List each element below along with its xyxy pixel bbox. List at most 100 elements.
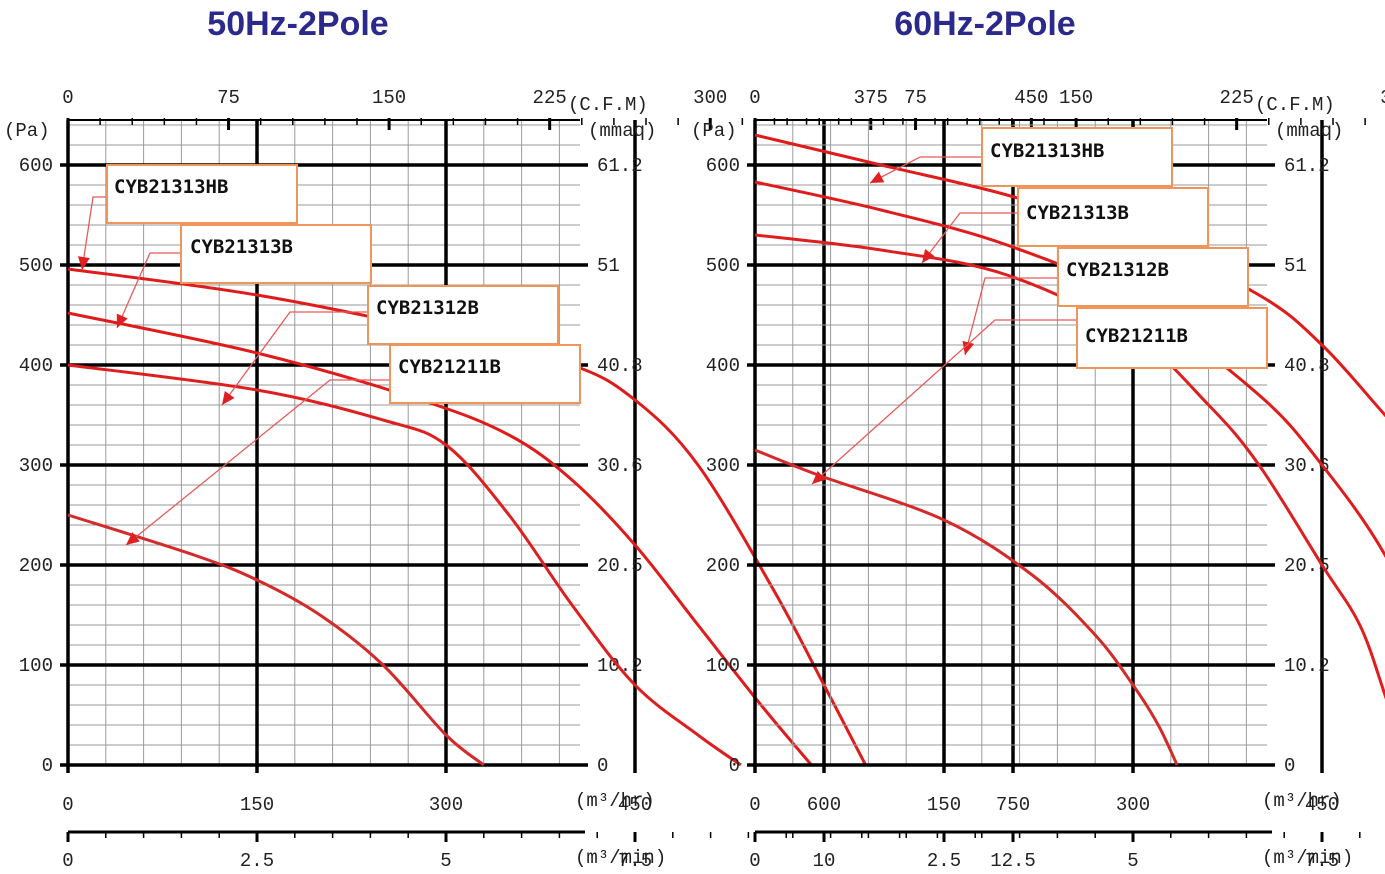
right-axis-unit: (mmaq)	[1275, 120, 1343, 142]
x-tick-label: 300	[1116, 794, 1150, 816]
series-line-cyb21313hb	[67, 267, 867, 766]
series-label-box	[1057, 247, 1249, 307]
y-tick-label: 0	[42, 755, 53, 777]
x-tick-label: 150	[927, 794, 961, 816]
y-tick-label: 0	[729, 755, 740, 777]
series-label-cyb21211b: CYB21211B	[1085, 325, 1188, 347]
x-tick-label: 0	[62, 794, 73, 816]
x-tick-label: 0	[749, 794, 760, 816]
x2-tick-label: 7.5	[1305, 850, 1339, 872]
x2-tick-label: 12.5	[990, 850, 1036, 872]
series-line-cyb21211b	[754, 448, 1179, 766]
top-axis-unit: (C.F.M)	[1255, 94, 1335, 116]
y2-tick-label: 0	[1284, 755, 1295, 777]
leader-arrowhead	[812, 470, 826, 484]
y-tick-label: 200	[19, 555, 53, 577]
top-tick-label: 75	[217, 87, 240, 109]
x2-tick-label: 10	[813, 850, 836, 872]
y-tick-label: 600	[19, 155, 53, 177]
x-tick-label: 600	[807, 794, 841, 816]
top-tick-label: 375	[854, 87, 888, 109]
series-line-cyb21313b	[754, 180, 1385, 559]
leader-arrowhead	[126, 532, 140, 545]
top-tick-label: 0	[62, 87, 73, 109]
y2-tick-label: 51	[1284, 255, 1307, 277]
y2-tick-label: 61.2	[597, 155, 643, 177]
leader-line	[921, 212, 1018, 264]
y-tick-label: 200	[706, 555, 740, 577]
leader-arrowhead	[222, 390, 235, 405]
y2-tick-label: 51	[597, 255, 620, 277]
chart-60hz: 0100200300400500600010.220.530.640.85161…	[691, 87, 1385, 872]
bottom2-axis-unit: (m³/min)	[1262, 847, 1353, 869]
series-label-cyb21211b: CYB21211B	[398, 356, 501, 378]
leader-arrowhead	[78, 256, 90, 270]
bottom-axis-unit: (m³/hr)	[1262, 790, 1342, 812]
right-axis-unit: (mmaq)	[588, 120, 656, 142]
series-label-cyb21312b: CYB21312B	[1066, 259, 1169, 281]
x-tick-label: 750	[996, 794, 1030, 816]
series-label-box	[1076, 307, 1268, 369]
leader-line	[116, 252, 181, 329]
y-tick-label: 100	[19, 655, 53, 677]
top-tick-label: 150	[372, 87, 406, 109]
x-tick-label: 450	[618, 794, 652, 816]
leader-arrowhead	[116, 313, 128, 328]
top-axis-unit: (C.F.M)	[568, 94, 648, 116]
series-label-cyb21313hb: CYB21313HB	[114, 176, 228, 198]
leader-arrowhead	[870, 171, 885, 183]
top-tick-label: 0	[749, 87, 760, 109]
leader-arrowhead	[922, 249, 935, 263]
leader-line	[125, 379, 390, 546]
top-tick-label: 225	[533, 87, 567, 109]
left-axis-unit: (Pa)	[691, 120, 737, 142]
y-tick-label: 500	[19, 255, 53, 277]
series-label-box	[389, 344, 581, 404]
bottom-axis-unit: (m³/hr)	[575, 790, 655, 812]
series-line-cyb21313hb	[754, 133, 1385, 418]
x2-tick-label: 5	[440, 850, 451, 872]
series-label-box	[367, 285, 559, 345]
y-tick-label: 400	[19, 355, 53, 377]
series-label-cyb21312b: CYB21312B	[376, 297, 479, 319]
leader-line	[869, 156, 982, 184]
x-tick-label: 300	[429, 794, 463, 816]
series-label-box	[180, 224, 372, 284]
x2-tick-label: 2.5	[927, 850, 961, 872]
top-tick-label: 75	[904, 87, 927, 109]
series-label-box	[106, 164, 298, 224]
x2-tick-label: 5	[1127, 850, 1138, 872]
x2-tick-label: 7.5	[618, 850, 652, 872]
leader-line	[964, 277, 1058, 356]
x2-tick-label: 0	[62, 850, 73, 872]
y2-tick-label: 40.8	[597, 355, 643, 377]
top-tick-label: 225	[1220, 87, 1254, 109]
chart-50hz: 0100200300400500600010.220.530.640.85161…	[4, 87, 1048, 872]
series-line-cyb21312b	[754, 233, 1385, 700]
y2-tick-label: 61.2	[1284, 155, 1330, 177]
top-tick-label: 150	[1059, 87, 1093, 109]
y-tick-label: 500	[706, 255, 740, 277]
x2-tick-label: 2.5	[240, 850, 274, 872]
y-tick-label: 100	[706, 655, 740, 677]
series-line-cyb21313b	[67, 311, 813, 766]
series-line-cyb21211b	[67, 513, 485, 767]
bottom2-axis-unit: (m³/min)	[575, 847, 666, 869]
y2-tick-label: 10.2	[1284, 655, 1330, 677]
x-tick-label: 450	[1305, 794, 1339, 816]
y2-tick-label: 30.6	[597, 455, 643, 477]
series-label-box	[981, 127, 1173, 187]
x2-tick-label: 0	[749, 850, 760, 872]
series-label-box	[1017, 187, 1209, 247]
chart-title-50hz: 50Hz-2Pole	[207, 5, 389, 43]
grid	[747, 120, 1324, 773]
y2-tick-label: 0	[597, 755, 608, 777]
leader-arrowhead	[962, 340, 975, 355]
left-axis-unit: (Pa)	[4, 120, 50, 142]
series-line-cyb21312b	[67, 363, 742, 767]
y2-tick-label: 40.8	[1284, 355, 1330, 377]
x-tick-label: 150	[240, 794, 274, 816]
top-tick-label: 450	[1014, 87, 1048, 109]
leader-line	[221, 311, 368, 406]
